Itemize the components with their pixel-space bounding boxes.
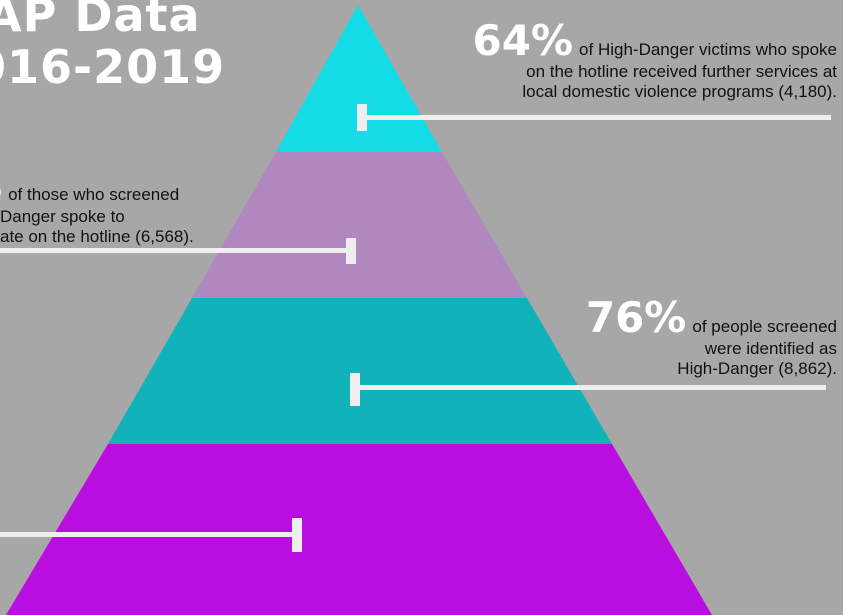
pyramid-tier-3	[108, 298, 612, 444]
marker-bottom-line	[0, 532, 300, 537]
callout-middle-percent: 76%	[585, 293, 687, 342]
marker-second-line	[0, 248, 350, 253]
marker-top	[357, 104, 831, 131]
callout-middle-line-3: High-Danger (8,862).	[677, 359, 837, 378]
pyramid-tier-4	[6, 444, 712, 615]
callout-top: 64% of High-Danger victims who spoke on t…	[473, 20, 837, 102]
callout-top-line-1: of High-Danger victims who spoke	[579, 40, 837, 59]
callout-left-percent: %	[0, 165, 2, 207]
callout-left-first-row: % of those who screened	[0, 165, 194, 207]
callout-middle-line-2: were identified as	[704, 339, 837, 358]
marker-third-line	[356, 385, 826, 390]
callout-top-line-3: local domestic violence programs (4,180)…	[522, 82, 837, 101]
marker-third-tick	[350, 373, 360, 406]
callout-left: % of those who screened Danger spoke to a…	[0, 165, 194, 247]
callout-middle-line-1: of people screened	[692, 317, 837, 336]
marker-second-tick	[346, 238, 356, 264]
title-line-2: 016-2019	[0, 40, 226, 94]
title-line-1: AP Data	[0, 0, 201, 42]
marker-third	[350, 373, 826, 406]
callout-left-line-2: Danger spoke to	[0, 207, 125, 226]
callout-top-line-2: on the hotline received further services…	[526, 62, 837, 81]
marker-bottom	[0, 518, 302, 552]
callout-left-line-3: ate on the hotline (6,568).	[0, 227, 194, 246]
marker-top-tick	[357, 104, 367, 131]
callout-middle: 76% of people screened were identified as…	[586, 297, 837, 379]
marker-second	[0, 238, 356, 264]
callout-left-line-1: of those who screened	[8, 185, 180, 204]
marker-bottom-tick	[292, 518, 302, 552]
marker-top-line	[362, 115, 831, 120]
callout-middle-first-row: 76% of people screened	[586, 297, 837, 339]
callout-top-percent: 64%	[472, 16, 574, 65]
pyramid-tier-2	[192, 152, 527, 298]
callout-top-first-row: 64% of High-Danger victims who spoke	[473, 20, 837, 62]
